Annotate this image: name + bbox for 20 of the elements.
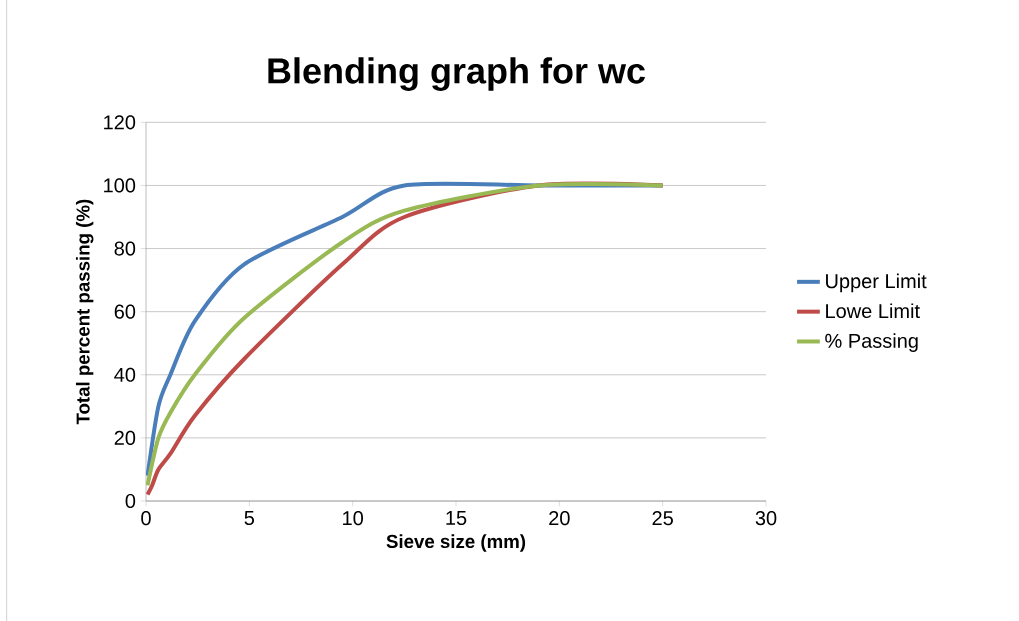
y-axis-title: Total percent passing (%) — [75, 199, 94, 425]
legend-label: Lowe Limit — [826, 303, 920, 319]
y-tick-label: 20 — [114, 430, 136, 445]
y-tick-label: 0 — [125, 493, 136, 509]
legend-label: % Passing — [825, 333, 918, 352]
chart-title: Blending graph for wc — [268, 57, 645, 91]
x-tick-label: 25 — [652, 511, 673, 526]
x-tick-label: 15 — [446, 511, 467, 525]
x-tick-label: 5 — [244, 511, 255, 525]
x-tick-label: 10 — [343, 511, 363, 526]
x-tick-label: 30 — [755, 511, 777, 526]
legend-label: Upper Limit — [826, 273, 927, 293]
x-tick-label: 20 — [549, 511, 570, 526]
y-tick-label: 120 — [104, 115, 136, 130]
y-tick-label: 80 — [114, 241, 136, 256]
x-tick-label: 0 — [141, 511, 151, 526]
y-tick-label: 40 — [114, 367, 136, 382]
y-tick-label: 100 — [104, 178, 136, 193]
x-axis-title: Sieve size (mm) — [386, 534, 526, 552]
y-tick-label: 60 — [114, 304, 136, 319]
